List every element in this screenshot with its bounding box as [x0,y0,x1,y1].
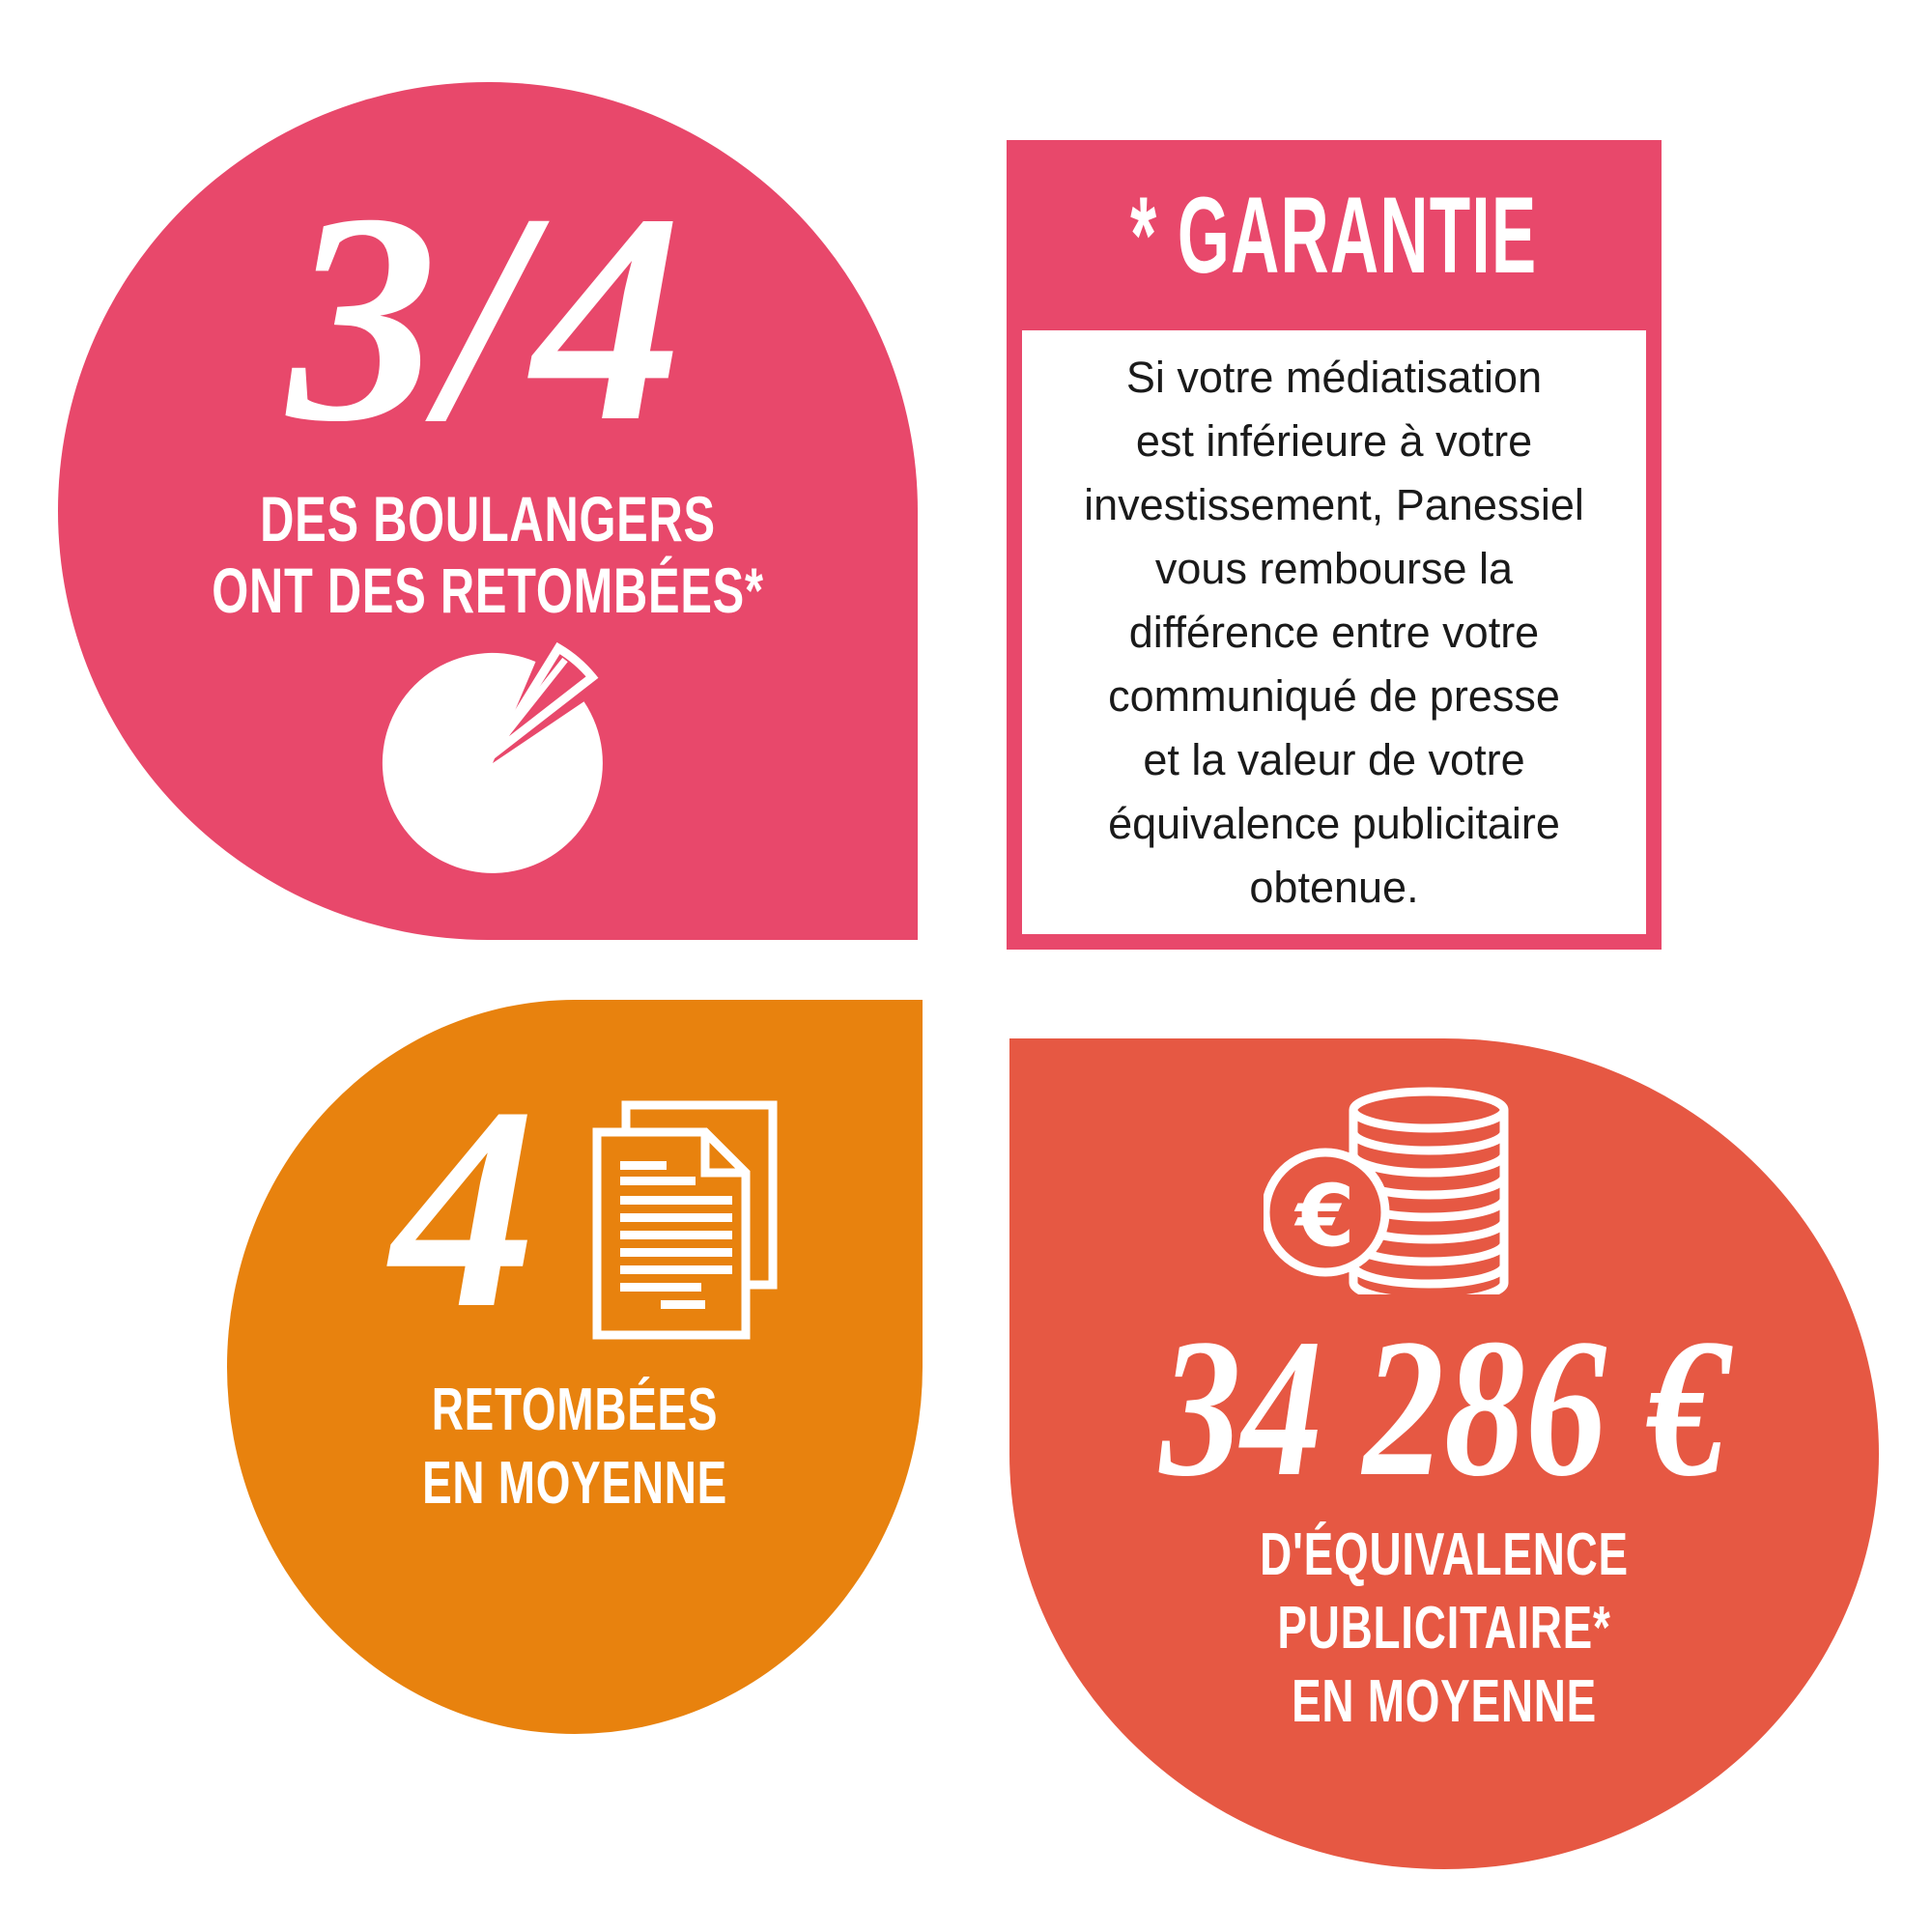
coins-euro-icon: € [1264,1087,1509,1294]
stat-value-equivalence: 34 286 € [1159,1298,1729,1518]
documents-icon [592,1100,778,1340]
stat-value-boulangers: 3/4 [287,153,689,484]
garantie-body: Si votre médiatisation est inférieure à … [1022,330,1646,934]
garantie-card: * GARANTIE Si votre médiatisation est in… [1007,140,1662,950]
stat-label-retombees: RETOMBÉES EN MOYENNE [422,1377,727,1517]
stat-value-retombees: 4 [391,1047,536,1368]
garantie-title: * GARANTIE [1130,175,1538,296]
stat-card-equivalence: € 34 286 € D'ÉQUIVALENCE PUBLICITAIRE* E… [1009,1038,1879,1869]
svg-text:€: € [1293,1167,1354,1266]
stat-label-equivalence: D'ÉQUIVALENCE PUBLICITAIRE* EN MOYENNE [1260,1521,1629,1735]
garantie-header: * GARANTIE [1007,140,1662,330]
pie-chart-icon [382,641,603,873]
garantie-body-text: Si votre médiatisation est inférieure à … [1084,352,1584,912]
stat-card-boulangers: 3/4 DES BOULANGERS ONT DES RETOMBÉES* [58,82,918,940]
stat-card-retombees: 4 RETOMBÉES EN MOYENNE [227,1000,923,1734]
stat-label-boulangers: DES BOULANGERS ONT DES RETOMBÉES* [212,483,764,626]
